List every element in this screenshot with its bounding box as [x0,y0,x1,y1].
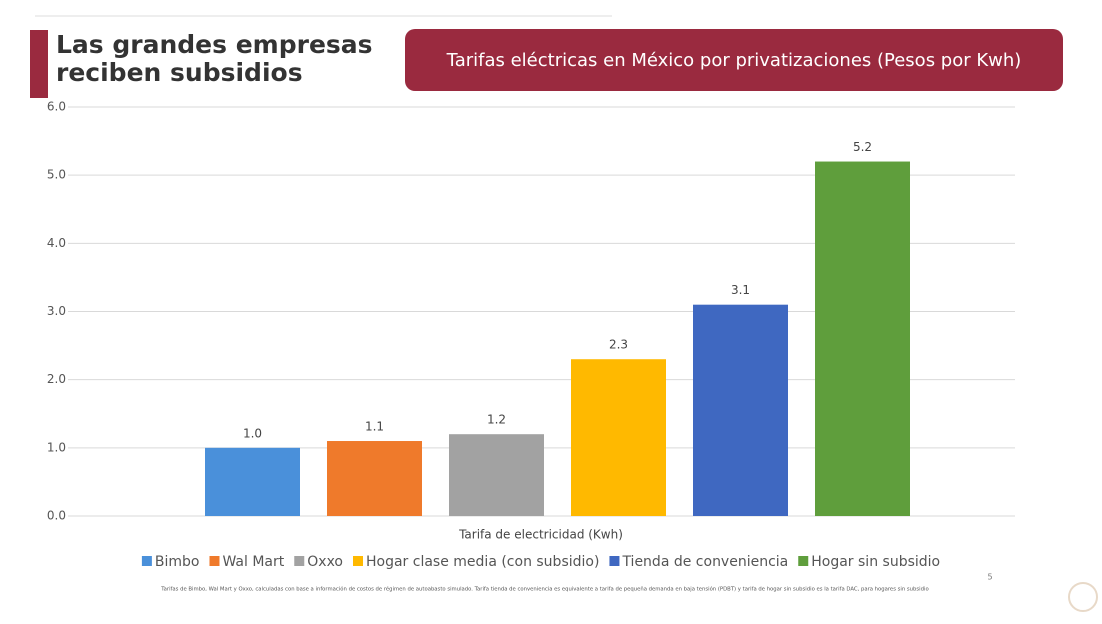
legend-swatch [353,556,363,566]
bar [327,441,422,516]
chart-title: Tarifas eléctricas en México por privati… [446,50,1022,71]
legend-label: Hogar clase media (con subsidio) [366,554,599,570]
legend-swatch [141,556,152,566]
y-tick-label: 0.0 [47,509,66,523]
page-number: 5 [987,573,992,582]
legend-swatch [609,556,620,566]
value-label: 2.3 [609,338,628,352]
legend-swatch [798,556,809,566]
value-label: 1.0 [243,426,262,440]
value-label: 5.2 [853,140,872,154]
legend-label: Oxxo [307,554,343,570]
legend-swatch [294,556,305,566]
legend-label: Bimbo [155,554,200,570]
logo [1068,582,1098,612]
bar [205,447,300,516]
y-tick-label: 4.0 [47,236,66,250]
y-tick-label: 6.0 [47,100,66,114]
x-axis-label: Tarifa de electricidad (Kwh) [458,528,623,542]
legend: Bimbo Wal Mart Oxxo Hogar clase media (con … [141,554,940,570]
chart-title-box [405,29,1063,91]
legend-label: Hogar sin subsidio [811,554,940,570]
footnote: Tarifas de Bimbo, Wal Mart y Oxxo, calcu… [160,586,928,593]
bar [571,359,666,516]
y-tick-label: 3.0 [47,304,66,318]
y-tick-label: 1.0 [47,440,66,454]
bar [693,304,788,516]
bar [815,161,910,517]
y-tick-label: 5.0 [47,168,66,182]
legend-label: Wal Mart [222,554,284,570]
legend-label: Tienda de conveniencia [621,554,788,570]
slide-title: Las grandes empresas reciben subsidios [56,30,373,87]
title-accent [30,30,48,98]
value-label: 1.1 [365,420,384,434]
legend-swatch [209,556,220,566]
bar [449,434,544,516]
y-tick-label: 2.0 [47,372,66,386]
value-label: 3.1 [731,283,750,297]
value-label: 1.2 [487,413,506,427]
